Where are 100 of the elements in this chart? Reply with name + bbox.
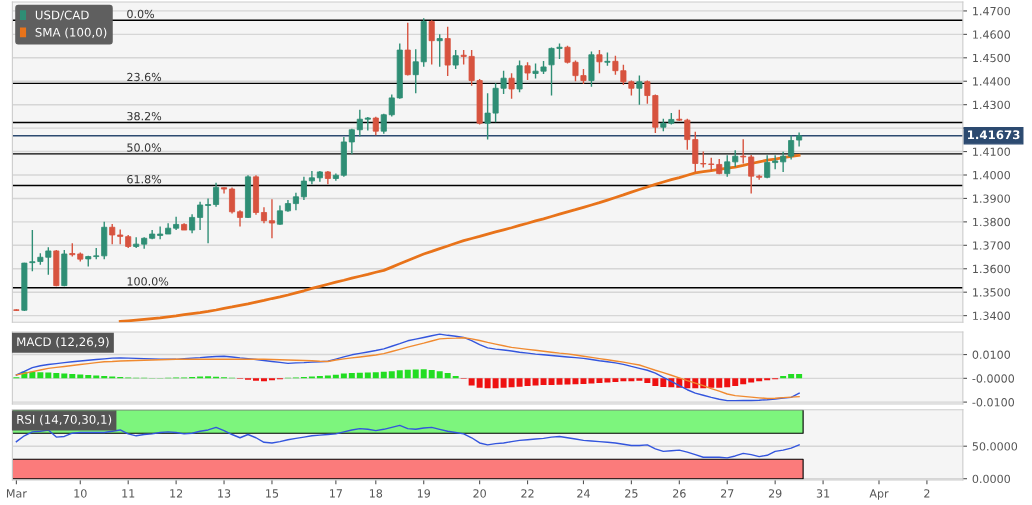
- x-tick-label: 20: [473, 489, 486, 498]
- bar: [572, 378, 579, 385]
- y-tick-label: -0.0000: [972, 374, 1015, 383]
- bar: [620, 378, 627, 382]
- bar: [652, 378, 659, 386]
- y-tick-label: 1.3600: [973, 264, 1011, 274]
- annotation: 50.0%: [127, 143, 162, 152]
- x-tick-label: Apr: [869, 489, 889, 500]
- bar: [636, 378, 643, 381]
- legend-label: SMA (100,0): [35, 27, 107, 39]
- bar: [740, 378, 747, 385]
- x-tick-label: 22: [521, 489, 534, 498]
- x-tick-label: 25: [625, 489, 638, 498]
- y-tick-label: 50.0000: [972, 442, 1018, 451]
- candlestick: [436, 33, 443, 68]
- y-tick-label: 1.4400: [973, 77, 1011, 86]
- candlestick: [300, 176, 307, 201]
- bar: [364, 372, 371, 379]
- bar: [372, 372, 379, 379]
- bar: [540, 378, 547, 385]
- candlestick: [780, 151, 787, 173]
- y-tick-label: 1.4300: [973, 100, 1011, 110]
- bar: [428, 370, 435, 379]
- bar: [348, 373, 355, 379]
- bar: [324, 375, 331, 379]
- chart-title: RSI (14,70,30,1): [17, 414, 112, 426]
- x-tick-label: 15: [266, 489, 279, 498]
- candlestick: [596, 49, 603, 74]
- bar: [532, 378, 539, 386]
- y-tick-label: 1.4700: [973, 6, 1011, 16]
- bar: [468, 378, 475, 386]
- candlestick: [213, 182, 220, 208]
- y-tick-label: 1.3900: [973, 194, 1011, 203]
- bar: [788, 374, 795, 379]
- annotation: 0.0%: [127, 9, 155, 19]
- bar: [396, 370, 403, 379]
- candlestick: [748, 154, 755, 195]
- y-tick-label: 0.0000: [972, 474, 1011, 484]
- candlestick: [221, 186, 228, 195]
- bar: [796, 374, 803, 379]
- bar: [508, 378, 515, 388]
- x-tick-label: 27: [720, 489, 734, 498]
- bar: [388, 371, 395, 379]
- bar: [53, 373, 60, 379]
- annotation: 100.0%: [127, 277, 169, 286]
- bar: [260, 378, 267, 382]
- bar: [492, 378, 499, 389]
- candlestick: [268, 198, 275, 239]
- candlestick: [428, 19, 435, 66]
- y-tick-label: 0.0100: [972, 350, 1011, 359]
- bar: [45, 372, 52, 379]
- bar: [444, 373, 451, 379]
- bar: [500, 378, 507, 388]
- candlestick: [636, 74, 643, 106]
- y-tick-label: 1.3500: [973, 288, 1011, 297]
- candlestick: [205, 197, 212, 244]
- y-tick-label: 1.3400: [973, 311, 1011, 321]
- bar: [253, 378, 259, 381]
- bar: [436, 371, 443, 379]
- y-tick-label: 1.3800: [973, 217, 1011, 227]
- candlestick: [133, 236, 140, 249]
- bar: [724, 378, 731, 388]
- chart-title: MACD (12,26,9): [17, 337, 109, 348]
- candlestick: [516, 59, 523, 93]
- candlestick: [356, 109, 363, 138]
- bar: [628, 378, 635, 382]
- annotation: 38.2%: [127, 111, 162, 121]
- bar: [476, 378, 483, 388]
- bar: [732, 378, 739, 386]
- bar: [604, 378, 611, 383]
- candlestick: [364, 116, 371, 132]
- candlestick: [276, 204, 283, 226]
- x-tick-label: 11: [122, 489, 135, 498]
- x-tick-label: 2: [924, 489, 930, 498]
- candlestick: [740, 138, 747, 165]
- annotation: 61.8%: [127, 174, 162, 184]
- bar: [644, 378, 651, 384]
- x-tick-label: 12: [170, 489, 183, 498]
- x-tick-label: 10: [74, 489, 87, 498]
- y-tick-label: 1.4600: [973, 30, 1011, 39]
- candlestick: [157, 225, 164, 240]
- bar: [660, 378, 667, 387]
- bar: [484, 378, 491, 389]
- bar: [708, 378, 715, 388]
- bar: [205, 376, 212, 379]
- bar: [596, 378, 603, 384]
- x-tick-label: 19: [417, 489, 431, 498]
- bar: [93, 375, 100, 379]
- bar: [716, 378, 723, 388]
- bar: [516, 378, 523, 387]
- line-series: [15, 424, 800, 459]
- legend-label: USD/CAD: [35, 10, 89, 21]
- bar: [580, 378, 587, 385]
- x-tick-label: Mar: [6, 489, 27, 498]
- candlestick: [452, 49, 459, 70]
- bar: [588, 378, 595, 384]
- bar: [756, 378, 763, 382]
- candlestick: [189, 213, 196, 235]
- ref-line-label: 1.41673: [967, 130, 1020, 140]
- x-tick-label: 18: [369, 489, 383, 498]
